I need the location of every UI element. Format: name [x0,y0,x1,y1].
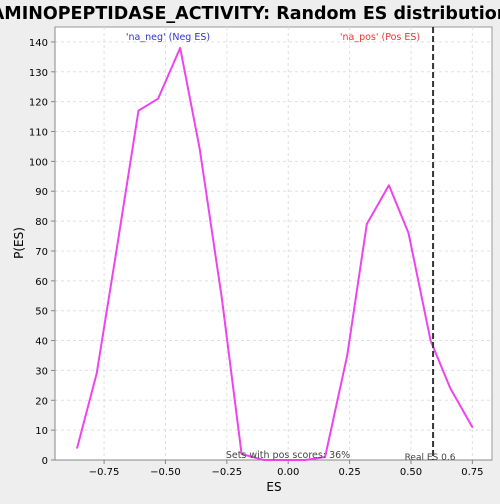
chart-title: AMINOPEPTIDASE_ACTIVITY: Random ES distr… [0,4,500,24]
y-tick-label: 120 [29,98,48,109]
x-tick-label: 0.75 [461,467,483,478]
x-tick-label: 0.25 [338,467,360,478]
real-es-label: Real ES 0.6 [405,453,456,463]
data-point [449,387,452,390]
x-tick-label: −0.50 [150,467,181,478]
plot-area [54,26,493,461]
data-point [199,148,201,151]
x-tick-label: 0.50 [400,467,422,478]
data-point [157,97,159,100]
data-point [282,459,285,461]
data-point [429,339,432,342]
data-point [76,447,78,449]
y-tick-label: 10 [35,426,48,437]
y-tick-label: 60 [35,277,48,288]
data-point [304,459,307,461]
data-point [262,459,265,461]
pos-es-label: 'na_pos' (Pos ES) [340,32,420,43]
data-point [346,354,348,357]
y-tick-label: 100 [29,157,48,168]
y-tick-label: 80 [35,217,48,228]
data-point [137,109,140,112]
data-point [240,453,243,455]
y-axis-label: P(ES) [12,227,26,259]
data-point [388,184,390,187]
x-axis-label: ES [266,480,281,494]
x-tick-label: −0.75 [89,467,120,478]
data-point [179,47,182,49]
data-point [221,297,223,300]
sets-pos-scores-label: Sets with pos scores: 36% [226,450,350,461]
y-tick-label: 140 [29,38,48,49]
data-point [95,372,98,375]
y-tick-label: 70 [35,247,48,258]
series [76,46,474,461]
neg-es-label: 'na_neg' (Neg ES) [126,32,210,43]
data-point [407,232,410,234]
y-tick-label: 90 [35,187,48,198]
data-point [324,456,326,458]
y-tick-label: 0 [42,456,48,467]
data-point [115,250,118,252]
x-tick-label: −0.25 [212,467,243,478]
y-tick-label: 40 [35,337,48,348]
data-point [365,223,368,225]
y-tick-label: 110 [29,128,48,139]
data-point [471,426,474,428]
es-distribution-line [76,46,474,461]
y-tick-label: 30 [35,366,48,377]
y-tick-label: 20 [35,396,48,407]
grid [55,27,492,461]
y-tick-label: 50 [35,307,48,318]
y-tick-label: 130 [29,68,48,79]
x-tick-label: 0.00 [277,467,299,478]
